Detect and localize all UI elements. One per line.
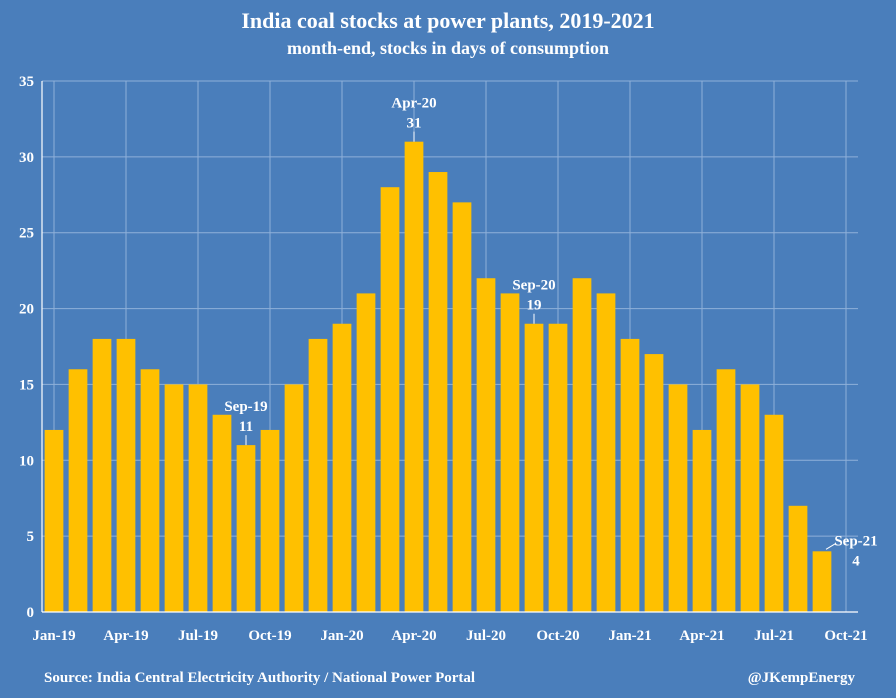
x-tick-label: Oct-21 [824, 628, 867, 644]
y-tick-label: 10 [19, 453, 34, 469]
chart-title: India coal stocks at power plants, 2019-… [241, 8, 654, 33]
bar-jan-20 [332, 323, 352, 612]
x-tick-label: Apr-21 [679, 628, 724, 644]
x-tick-label: Jul-20 [466, 628, 506, 644]
bar-jan-21 [620, 338, 640, 612]
annotation-label: Sep-19 [224, 399, 267, 415]
bar-sep-21 [812, 551, 832, 612]
x-tick-label: Jan-19 [32, 628, 75, 644]
bar-mar-20 [380, 187, 400, 612]
axes: 0 5 10 15 20 25 30 35 Jan-19 Apr-19 Jul-19 Oct-19 Ja… [19, 74, 868, 644]
x-tick-label: Jul-21 [754, 628, 794, 644]
bar-may-19 [140, 369, 160, 612]
x-tick-label: Apr-20 [391, 628, 436, 644]
bar-jul-21 [764, 414, 784, 612]
bar-jan-19 [44, 429, 64, 612]
bar-jun-19 [164, 384, 184, 612]
bar-apr-21 [692, 429, 712, 612]
bar-feb-20 [356, 293, 376, 612]
x-tick-label: Jul-19 [178, 628, 218, 644]
annotation-label: Sep-21 [834, 533, 877, 549]
bar-jul-19 [188, 384, 208, 612]
bars [44, 141, 832, 612]
bar-oct-20 [548, 323, 568, 612]
annotation-label: Apr-20 [391, 96, 436, 112]
gridlines [42, 80, 858, 612]
bar-jun-20 [452, 202, 472, 612]
annotation-value: 19 [527, 298, 542, 314]
bar-nov-20 [572, 278, 592, 612]
bar-dec-19 [308, 338, 328, 612]
chart-subtitle: month-end, stocks in days of consumption [287, 38, 609, 58]
y-tick-label: 0 [27, 605, 35, 621]
x-tick-label: Jan-21 [608, 628, 651, 644]
bar-feb-21 [644, 354, 664, 612]
y-tick-label: 15 [19, 377, 34, 393]
source-note: Source: India Central Electricity Author… [44, 670, 475, 686]
bar-dec-20 [596, 293, 616, 612]
bar-feb-19 [68, 369, 88, 612]
x-tick-label: Apr-19 [103, 628, 148, 644]
bar-apr-20 [404, 141, 424, 612]
annotation-value: 31 [407, 116, 422, 132]
x-tick-label: Jan-20 [320, 628, 363, 644]
bar-aug-21 [788, 505, 808, 612]
bar-mar-21 [668, 384, 688, 612]
annotation-value: 11 [239, 419, 253, 435]
bar-may-21 [716, 369, 736, 612]
annotation-label: Sep-20 [512, 278, 555, 294]
bar-sep-20 [524, 323, 544, 612]
y-tick-label: 25 [19, 226, 34, 242]
bar-apr-19 [116, 338, 136, 612]
bar-sep-19 [236, 445, 256, 612]
annotation-value: 4 [852, 553, 860, 569]
annotations: Sep-19 11 Apr-20 31 Sep-20 19 Sep-21 4 [224, 96, 877, 570]
credit-handle: @JKempEnergy [748, 670, 856, 686]
x-tick-label: Oct-20 [536, 628, 579, 644]
bar-jul-20 [476, 278, 496, 612]
bar-aug-19 [212, 414, 232, 612]
bar-aug-20 [500, 293, 520, 612]
y-tick-label: 35 [19, 74, 34, 90]
y-tick-label: 20 [19, 302, 34, 318]
y-tick-label: 5 [27, 529, 35, 545]
bar-nov-19 [284, 384, 304, 612]
annotation-leader [825, 542, 837, 550]
y-tick-label: 30 [19, 150, 34, 166]
bar-oct-19 [260, 429, 280, 612]
bar-jun-21 [740, 384, 760, 612]
x-tick-label: Oct-19 [248, 628, 291, 644]
bar-mar-19 [92, 338, 112, 612]
bar-may-20 [428, 172, 448, 612]
